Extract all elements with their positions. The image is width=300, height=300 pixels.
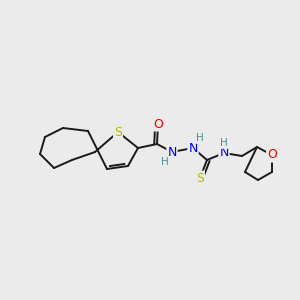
- Text: N: N: [188, 142, 198, 154]
- Text: O: O: [153, 118, 163, 130]
- Text: S: S: [196, 172, 204, 184]
- Text: N: N: [219, 146, 229, 160]
- Text: H: H: [220, 138, 228, 148]
- Text: S: S: [114, 125, 122, 139]
- Text: N: N: [167, 146, 177, 158]
- Text: O: O: [267, 148, 277, 161]
- Text: H: H: [161, 157, 169, 167]
- Text: H: H: [196, 133, 204, 143]
